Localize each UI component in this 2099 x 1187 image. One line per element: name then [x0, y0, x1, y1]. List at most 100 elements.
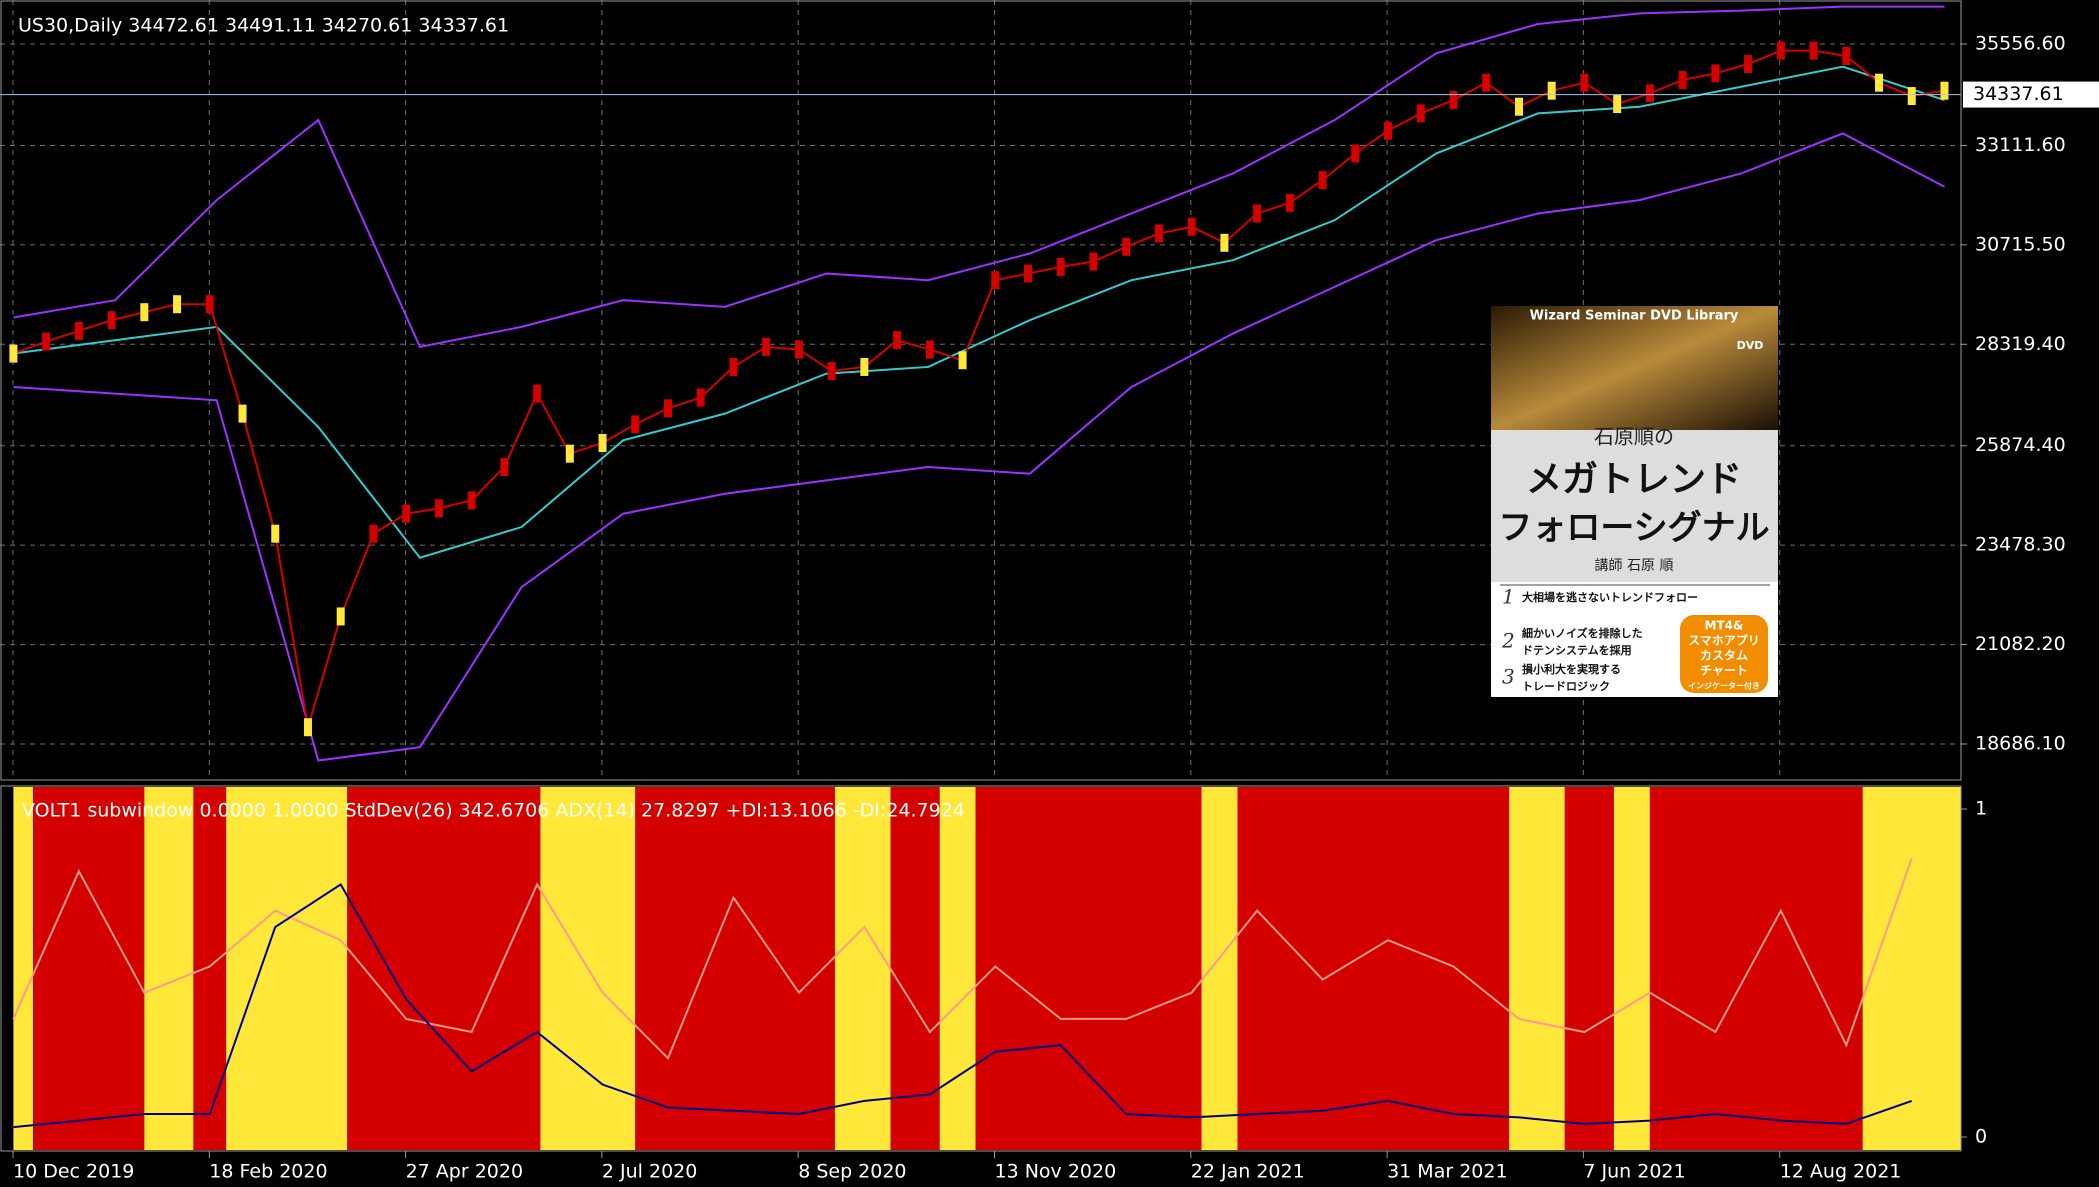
price-candle [1384, 121, 1393, 140]
price-candle [925, 340, 934, 359]
x-tick-label: 18 Feb 2020 [209, 1161, 327, 1183]
price-candle [1187, 217, 1196, 236]
band-line [13, 5, 1945, 349]
ad-author: 石原順の [1594, 425, 1674, 449]
price-candle [1482, 73, 1491, 92]
ad-sticker-text: カスタム [1700, 649, 1748, 663]
price-candle [1842, 47, 1851, 66]
price-candle [173, 295, 182, 314]
price-candle [1547, 81, 1556, 100]
regime-band [144, 787, 194, 1150]
indicator-pane-border [0, 785, 1962, 1152]
x-tick-label: 10 Dec 2019 [13, 1161, 134, 1183]
price-candle [1024, 264, 1033, 283]
band-line [13, 65, 1945, 559]
price-candle [565, 444, 574, 463]
price-candle [991, 271, 1000, 290]
regime-band [1237, 787, 1510, 1150]
ad-series: Wizard Seminar DVD Library [1530, 309, 1739, 324]
regime-band [939, 787, 976, 1150]
y-tick-label: 33111.60 [1975, 134, 2066, 156]
ad-point-text: 大相場を逃さないトレンドフォロー [1522, 590, 1698, 604]
y-tick-label: 1 [1975, 798, 1987, 820]
price-candle [1711, 64, 1720, 83]
price-candle [74, 321, 83, 340]
ad-badge: DVD [1737, 339, 1764, 352]
price-candle [1416, 104, 1425, 123]
price-candle [1744, 55, 1753, 74]
price-candle [42, 332, 51, 351]
regime-band [193, 787, 227, 1150]
price-candle [1089, 252, 1098, 271]
ad-point-text: ドテンシステムを採用 [1522, 643, 1632, 657]
price-candle [958, 351, 967, 370]
y-tick-label: 21082.20 [1975, 633, 2066, 655]
ad-point-number: 3 [1502, 665, 1515, 689]
price-candle [1645, 84, 1654, 103]
price-candle [1776, 41, 1785, 60]
ad-sticker-text: インジケーター付き [1688, 681, 1760, 691]
ad-sticker-text: スマホアプリ [1688, 633, 1760, 648]
price-candle [467, 491, 476, 510]
price-candle [664, 399, 672, 418]
ad-title: メガトレンド [1526, 458, 1742, 500]
ad-title: フォローシグナル [1498, 508, 1769, 548]
y-tick-label: 25874.40 [1975, 434, 2066, 456]
price-candle [402, 504, 411, 523]
price-candle [696, 388, 705, 407]
y-tick-label: 23478.30 [1975, 534, 2066, 556]
regime-band [347, 787, 541, 1150]
price-candle [1253, 204, 1262, 223]
x-tick-label: 2 Jul 2020 [602, 1161, 697, 1183]
ad-point-text: 細かいノイズを排除した [1522, 626, 1643, 640]
indicator-line [13, 883, 1913, 1129]
price-candle [271, 524, 280, 543]
price-candle [1122, 237, 1131, 256]
price-candle [762, 337, 771, 356]
price-candle [1875, 73, 1884, 92]
price-candle [1285, 193, 1294, 212]
y-tick-label: 28319.40 [1975, 333, 2066, 355]
price-pane-border [0, 0, 1962, 781]
price-candle [533, 384, 542, 403]
regime-band [975, 787, 1202, 1150]
price-candle [598, 434, 607, 453]
ad-point-number: 1 [1502, 585, 1515, 609]
price-candle [1809, 41, 1818, 60]
price-line [13, 49, 1945, 728]
ad-point-number: 2 [1501, 629, 1515, 653]
price-candle [1318, 171, 1327, 190]
indicator-label: VOLT1 subwindow 0.0000 1.0000 StdDev(26)… [22, 800, 965, 822]
price-candle [369, 524, 378, 543]
price-candle [140, 303, 149, 322]
chart-header: US30,Daily 34472.61 34491.11 34270.61 34… [18, 15, 509, 37]
ad-lecturer: 講師 石原 順 [1595, 558, 1674, 574]
x-tick-label: 27 Apr 2020 [406, 1161, 523, 1183]
price-candle [1154, 224, 1163, 243]
price-candle [794, 340, 803, 359]
regime-band [1613, 787, 1650, 1150]
price-candle [1514, 97, 1523, 116]
price-candle [1056, 257, 1065, 276]
regime-band [1862, 787, 1961, 1150]
price-candle [107, 311, 116, 330]
price-candle [1580, 73, 1589, 92]
price-candle [1613, 95, 1622, 114]
regime-band [834, 787, 891, 1150]
regime-band [635, 787, 835, 1150]
regime-band [1649, 787, 1863, 1150]
ad-point-text: トレードロジック [1522, 680, 1610, 693]
price-candle [729, 357, 738, 376]
ad-overlay: Wizard Seminar DVD Library DVD 石原順の メガトレ… [1491, 306, 1778, 697]
regime-band [1564, 787, 1614, 1150]
regime-band [226, 787, 348, 1150]
price-candle [205, 295, 214, 314]
price-candle [893, 331, 902, 350]
y-tick-label: 18686.10 [1975, 732, 2066, 754]
regime-band [890, 787, 940, 1150]
ad-sticker-text: チャート [1700, 664, 1748, 678]
y-tick-label: 30715.50 [1975, 233, 2066, 255]
x-tick-label: 31 Mar 2021 [1387, 1161, 1507, 1183]
ad-sticker [1680, 615, 1768, 693]
